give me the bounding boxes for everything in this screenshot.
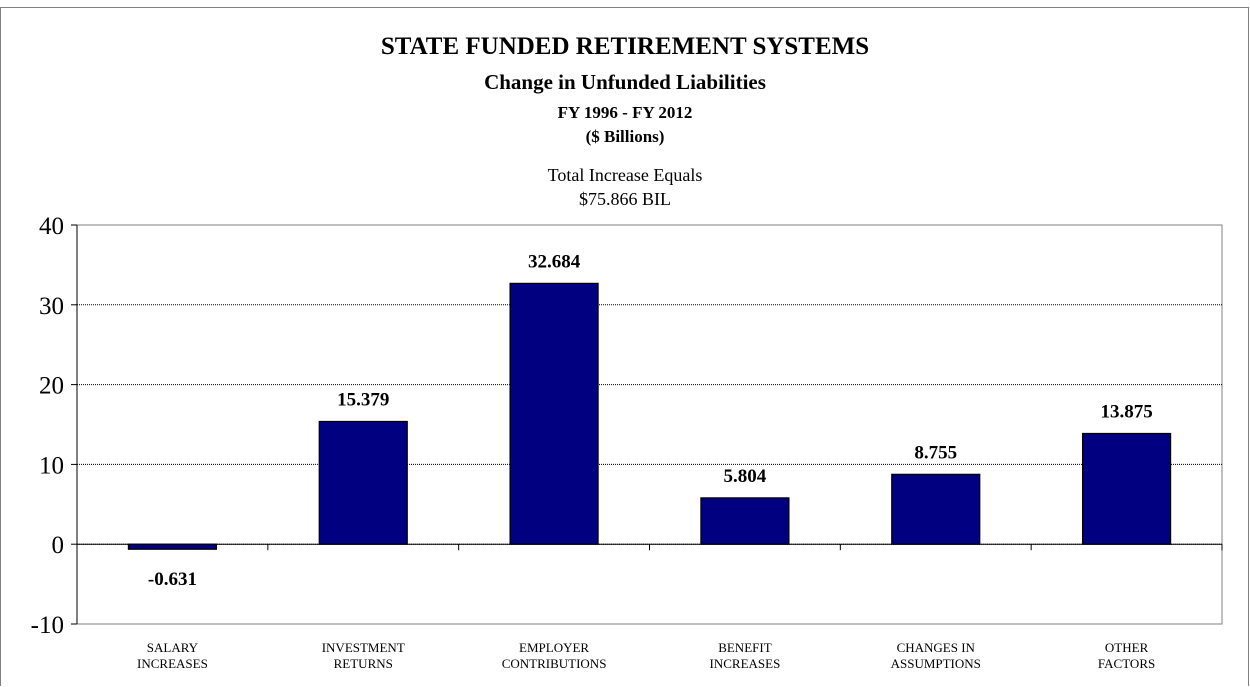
data-label: 32.684: [528, 251, 581, 272]
category-label: CONTRIBUTIONS: [502, 656, 607, 671]
category-label: SALARY: [147, 640, 199, 655]
bar: [1081, 432, 1172, 545]
bar: [891, 473, 981, 545]
y-tick-label: 0: [52, 532, 65, 559]
category-label: INVESTMENT: [322, 640, 405, 655]
category-label: CHANGES IN: [897, 640, 976, 655]
chart-frame: [0, 7, 1249, 686]
category-label: BENEFIT: [718, 640, 772, 655]
plot-area: [76, 224, 1223, 625]
y-tick-label: 10: [39, 452, 64, 479]
y-tick-label: 40: [39, 213, 64, 240]
category-label: INCREASES: [137, 656, 208, 671]
total-annotation-line-2: $75.866 BIL: [579, 189, 671, 209]
category-label: OTHER: [1105, 640, 1149, 655]
y-tick-label: 30: [39, 293, 64, 320]
bar: [127, 543, 218, 550]
bar: [318, 420, 408, 545]
data-label: 13.875: [1100, 401, 1152, 422]
data-label: 15.379: [337, 389, 389, 410]
bar: [509, 282, 599, 545]
chart-title: STATE FUNDED RETIREMENT SYSTEMS: [380, 33, 870, 60]
category-label: FACTORS: [1098, 656, 1155, 671]
category-label: EMPLOYER: [519, 640, 589, 655]
category-label: ASSUMPTIONS: [891, 656, 981, 671]
data-label: -0.631: [148, 569, 197, 590]
y-tick-label: 20: [39, 373, 64, 400]
bar: [700, 497, 790, 545]
data-label: 5.804: [724, 466, 767, 487]
total-annotation-line-1: Total Increase Equals: [547, 165, 703, 185]
category-label: INCREASES: [710, 656, 781, 671]
chart-units: ($ Billions): [585, 127, 665, 146]
chart-period: FY 1996 - FY 2012: [557, 103, 693, 122]
y-tick-label: -10: [31, 612, 64, 639]
category-label: RETURNS: [334, 656, 393, 671]
chart-subtitle: Change in Unfunded Liabilities: [484, 70, 766, 94]
data-label: 8.755: [914, 442, 957, 463]
